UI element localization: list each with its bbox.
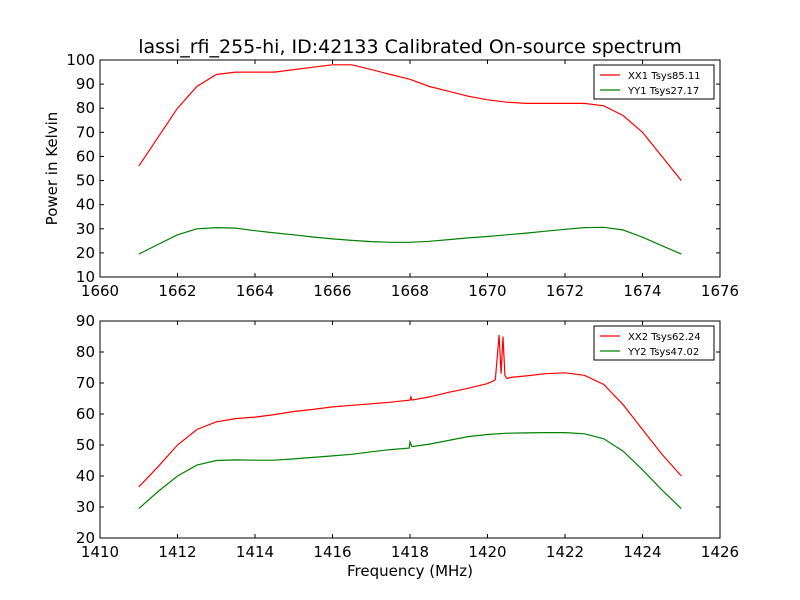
chart-title: lassi_rfi_255-hi, ID:42133 Calibrated On… [138,36,682,58]
y-tick-label: 70 [76,374,95,392]
x-tick-label: 1676 [701,282,739,300]
x-tick-label: 1672 [546,282,584,300]
y-tick-label: 40 [76,467,95,485]
x-axis-label: Frequency (MHz) [347,562,473,580]
legend: XX2 Tsys62.24 YY2 Tsys47.02 [593,325,715,361]
x-tick-label: 1660 [81,282,119,300]
x-tick-label: 1664 [236,282,274,300]
legend-label: XX2 Tsys62.24 [628,332,701,343]
y-tick-label: 20 [76,529,95,547]
legend-label: YY1 Tsys27.17 [627,86,699,97]
legend-label: XX1 Tsys85.11 [628,71,701,82]
x-tick-label: 1670 [468,282,506,300]
y-tick-label: 50 [76,172,95,190]
x-tick-label: 1418 [391,543,429,561]
x-tick-label: 1410 [81,543,119,561]
y-tick-label: 30 [76,220,95,238]
y-tick-label: 60 [76,147,95,165]
y-tick-label: 100 [66,51,95,69]
y-tick-label: 90 [76,312,95,330]
y-tick-label: 90 [76,75,95,93]
series-line-yy1 [138,226,682,255]
legend-label: YY2 Tsys47.02 [627,347,699,358]
series-line-xx1 [138,64,682,181]
y-tick-label: 80 [76,343,95,361]
top-plot: 1660 1662 1664 1666 1668 1670 1672 1674 1676 10 20… [43,36,739,300]
y-tick-label: 30 [76,498,95,516]
x-tick-label: 1426 [701,543,739,561]
x-tick-label: 1424 [623,543,661,561]
x-tick-label: 1674 [623,282,661,300]
y-tick-label: 40 [76,196,95,214]
x-tick-label: 1662 [158,282,196,300]
y-tick-label: 80 [76,99,95,117]
legend-box [593,325,715,361]
y-tick-label: 20 [76,244,95,262]
x-tick-label: 1412 [158,543,196,561]
x-tick-label: 1422 [546,543,584,561]
legend: XX1 Tsys85.11 YY1 Tsys27.17 [593,64,715,100]
y-axis-label: Power in Kelvin [43,112,61,226]
y-tick-label: 60 [76,405,95,423]
y-tick-label: 10 [76,268,95,286]
x-tick-label: 1666 [313,282,351,300]
bottom-plot: 1410 1412 1414 1416 1418 1420 1422 1424 1426 20 30… [76,312,739,580]
x-tick-label: 1414 [236,543,274,561]
x-tick-label: 1416 [313,543,351,561]
x-tick-label: 1420 [468,543,506,561]
series-line-yy2 [138,432,682,510]
legend-box [593,64,715,100]
series-line-xx2 [138,334,682,488]
y-tick-label: 70 [76,123,95,141]
y-tick-label: 50 [76,436,95,454]
x-tick-label: 1668 [391,282,429,300]
